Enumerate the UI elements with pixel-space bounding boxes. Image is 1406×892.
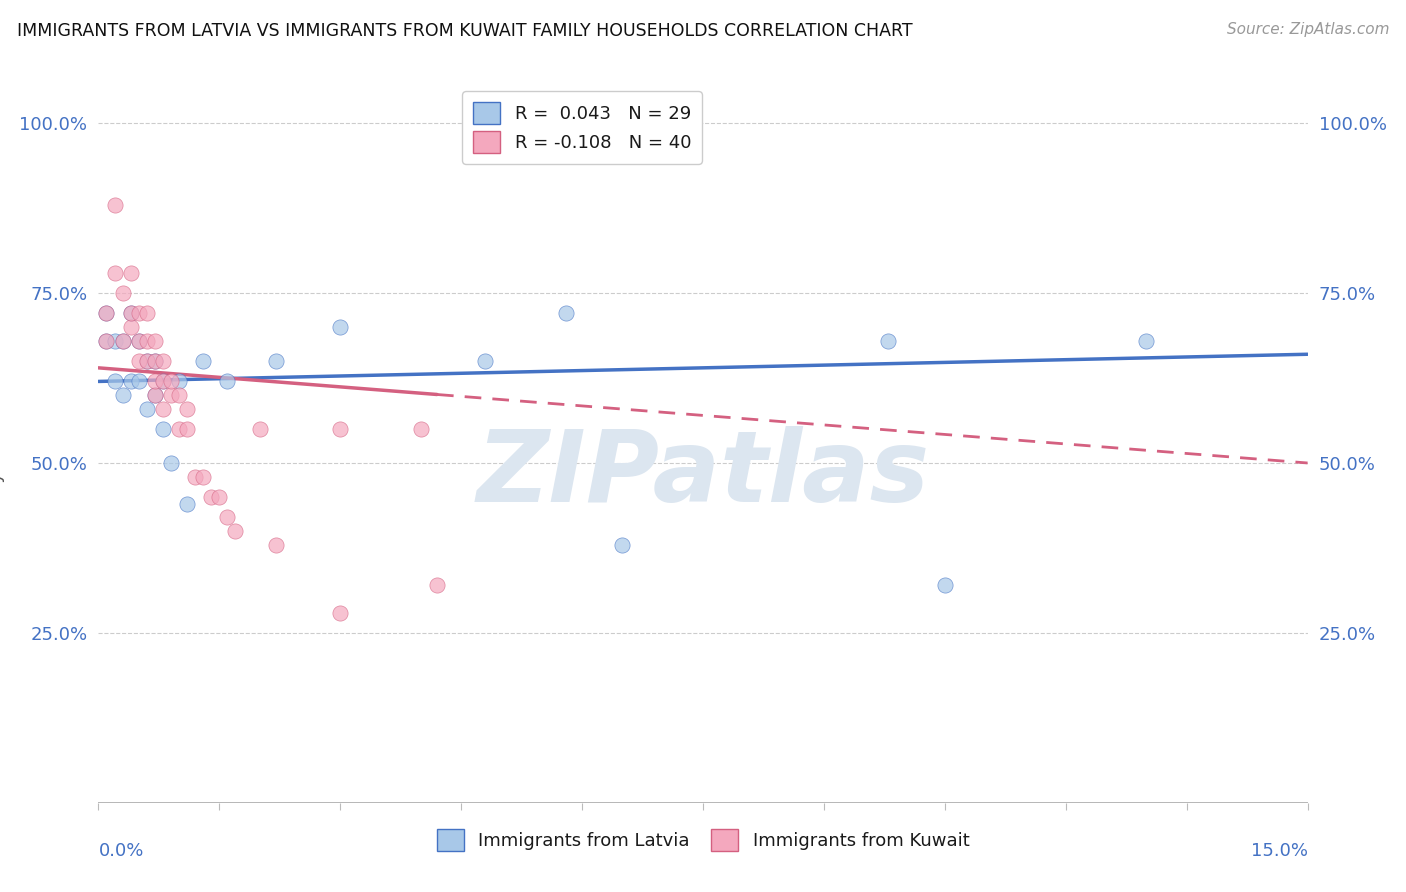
Point [96, 306, 118, 320]
Point [474, 354, 496, 368]
Point [193, 469, 215, 483]
Point [103, 198, 125, 212]
Point [143, 354, 166, 368]
Point [143, 334, 166, 348]
Text: Source: ZipAtlas.com: Source: ZipAtlas.com [1226, 22, 1389, 37]
Text: 0.0%: 0.0% [98, 842, 143, 860]
Point [176, 497, 198, 511]
Point [217, 510, 239, 524]
Y-axis label: Family Households: Family Households [0, 362, 6, 530]
Point [249, 422, 271, 436]
Point [329, 606, 352, 620]
Point [143, 388, 166, 402]
Point [128, 334, 150, 348]
Point [103, 334, 125, 348]
Point [934, 578, 956, 592]
Point [143, 388, 166, 402]
Point [160, 456, 183, 470]
Point [143, 375, 166, 389]
Point [120, 320, 142, 334]
Point [128, 306, 150, 320]
Point [200, 490, 222, 504]
Point [120, 375, 142, 389]
Point [176, 422, 198, 436]
Point [120, 306, 142, 320]
Point [135, 334, 157, 348]
Legend: Immigrants from Latvia, Immigrants from Kuwait: Immigrants from Latvia, Immigrants from … [429, 822, 977, 858]
Point [329, 320, 352, 334]
Text: IMMIGRANTS FROM LATVIA VS IMMIGRANTS FROM KUWAIT FAMILY HOUSEHOLDS CORRELATION C: IMMIGRANTS FROM LATVIA VS IMMIGRANTS FRO… [17, 22, 912, 40]
Point [111, 334, 134, 348]
Point [409, 422, 432, 436]
Point [193, 354, 215, 368]
Point [152, 354, 174, 368]
Point [96, 306, 118, 320]
Point [120, 266, 142, 280]
Point [208, 490, 231, 504]
Point [426, 578, 449, 592]
Point [128, 354, 150, 368]
Point [264, 537, 287, 551]
Point [111, 388, 134, 402]
Point [103, 266, 125, 280]
Point [152, 375, 174, 389]
Point [135, 401, 157, 416]
Point [111, 286, 134, 301]
Point [128, 375, 150, 389]
Point [152, 401, 174, 416]
Text: ZIPatlas: ZIPatlas [477, 426, 929, 523]
Point [120, 306, 142, 320]
Point [160, 388, 183, 402]
Point [612, 537, 634, 551]
Point [152, 375, 174, 389]
Point [167, 422, 190, 436]
Point [152, 422, 174, 436]
Point [135, 354, 157, 368]
Point [111, 334, 134, 348]
Point [877, 334, 900, 348]
Point [96, 334, 118, 348]
Point [329, 422, 352, 436]
Point [96, 334, 118, 348]
Point [555, 306, 578, 320]
Point [103, 375, 125, 389]
Point [167, 388, 190, 402]
Point [135, 306, 157, 320]
Point [160, 375, 183, 389]
Point [224, 524, 246, 538]
Point [128, 334, 150, 348]
Point [143, 354, 166, 368]
Point [167, 375, 190, 389]
Point [135, 354, 157, 368]
Point [184, 469, 207, 483]
Point [217, 375, 239, 389]
Text: 15.0%: 15.0% [1250, 842, 1308, 860]
Point [176, 401, 198, 416]
Point [264, 354, 287, 368]
Point [1135, 334, 1157, 348]
